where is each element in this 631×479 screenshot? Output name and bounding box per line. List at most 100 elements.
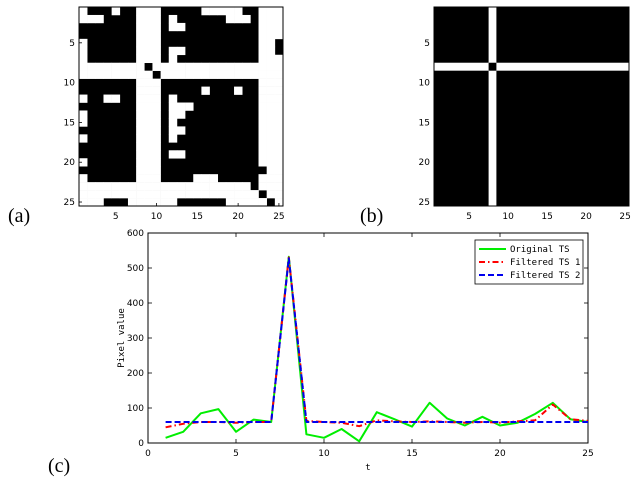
matrix-a-cell [111, 190, 121, 199]
matrix-a-cell [274, 126, 284, 135]
matrix-a-cell [144, 70, 153, 79]
matrix-a-cell [258, 78, 267, 87]
matrix-a-cell [242, 190, 251, 199]
matrix-a-cell [274, 22, 284, 32]
matrix-b-ticks: 5 10 15 20 25 5 10 15 20 25 [419, 39, 631, 222]
matrix-b-ytick-label: 5 [424, 39, 430, 49]
matrix-a-cell [266, 166, 276, 175]
matrix-a-xtick-label: 15 [192, 212, 203, 222]
matrix-a-cell [274, 62, 284, 71]
matrix-a-cell [103, 62, 112, 71]
matrix-a-cell [152, 118, 161, 127]
matrix-a-cell [152, 102, 161, 111]
matrix-a-cell [201, 70, 210, 79]
matrix-a-cell [111, 70, 121, 79]
matrix-a-cell [168, 46, 178, 56]
y-axis-label: Pixel value [117, 308, 127, 368]
matrix-a-cell [152, 142, 161, 151]
matrix-a-cell [274, 134, 284, 143]
matrix-a-cell [266, 94, 276, 103]
matrix-b-cells [434, 7, 629, 206]
matrix-a-cell [250, 62, 259, 71]
matrix-a-cell [234, 190, 243, 199]
matrix-a-cell [176, 62, 186, 71]
matrix-a-cell [258, 118, 267, 127]
matrix-a-cell [258, 158, 267, 167]
matrix-a-cell [152, 94, 161, 103]
matrix-a-cell [144, 22, 153, 32]
matrix-a-cell [274, 54, 284, 64]
matrix-a-cell [274, 182, 284, 191]
matrix-a-cell [242, 62, 251, 71]
matrix-a-cell [144, 86, 153, 95]
matrix-a-cell [274, 7, 284, 16]
matrix-a-cell [160, 70, 170, 79]
matrix-a-cell [168, 110, 178, 119]
matrix-a-cell [144, 46, 153, 56]
matrix-a-cell [274, 142, 284, 151]
matrix-a-cell [242, 182, 251, 191]
matrix-a-cell [176, 182, 186, 191]
matrix-a-cell [266, 142, 276, 151]
matrix-a-cell [144, 198, 153, 207]
matrix-a-cell [242, 70, 251, 79]
matrix-a-cell [144, 7, 153, 16]
matrix-a-cell [103, 190, 112, 199]
matrix-a-xtick-label: 25 [273, 212, 284, 222]
matrix-a-cell [242, 198, 251, 207]
matrix-a-cell [168, 190, 178, 199]
legend-label: Filtered TS 2 [510, 271, 580, 281]
matrix-a-cell [266, 54, 276, 64]
matrix-a-cell [274, 86, 284, 95]
matrix-a-cell [266, 7, 276, 16]
matrix-a-cell [209, 182, 219, 191]
matrix-a-cell [185, 102, 194, 111]
matrix-a-cell [258, 62, 267, 71]
matrix-a-cell [127, 198, 137, 207]
matrix-a-cell [87, 198, 96, 207]
matrix-a-cell [87, 182, 96, 191]
panel-b-label: (b) [360, 205, 383, 227]
matrix-a-cell [168, 54, 178, 64]
matrix-a-cell [201, 62, 210, 71]
matrix-a-cell [136, 62, 145, 71]
matrix-a-cell [201, 86, 210, 95]
matrix-a-ytick-label: 20 [64, 158, 76, 168]
matrix-a-cell [144, 134, 153, 143]
matrix-a-cell [225, 62, 235, 71]
matrix-a-cell [266, 14, 276, 24]
matrix-a-cell [209, 174, 219, 183]
matrix-a-cell [274, 70, 284, 79]
matrix-a-cell [258, 70, 267, 79]
matrix-a-cell [136, 174, 145, 183]
legend-label: Filtered TS 1 [510, 258, 580, 268]
matrix-a-cell [144, 118, 153, 127]
matrix-a-cell [225, 198, 235, 207]
matrix-a-cell [79, 54, 88, 64]
matrix-a-xtick-label: 20 [232, 212, 244, 222]
matrix-a-cell [136, 110, 145, 119]
matrix-a-cell [144, 102, 153, 111]
matrix-a-cell [144, 182, 153, 191]
y-tick-label: 100 [127, 404, 144, 414]
x-tick-label: 5 [233, 449, 239, 459]
matrix-a-cell [136, 158, 145, 167]
matrix-a-cell [152, 158, 161, 167]
matrix-a-cell [152, 38, 161, 48]
matrix-a-cell [103, 70, 112, 79]
panel-b: 5 10 15 20 25 5 10 15 20 25 (b) [360, 6, 631, 227]
matrix-a-cell [103, 94, 112, 103]
matrix-a-cell [266, 150, 276, 159]
panel-a: 5 10 15 20 25 5 10 15 20 25 (a) [8, 6, 285, 227]
panel-c: 0 5 10 15 20 25 0 100 200 300 400 500 600 t Pixel va… [48, 229, 594, 477]
matrix-a-cell [266, 134, 276, 143]
matrix-a-cell [225, 14, 235, 24]
matrix-a-cell [127, 190, 137, 199]
matrix-a-cell [136, 142, 145, 151]
matrix-a-cell [87, 190, 96, 199]
matrix-a-cell [176, 126, 186, 135]
matrix-a-cell [258, 7, 267, 16]
matrix-a-cell [136, 102, 145, 111]
matrix-a-cell [266, 86, 276, 95]
matrix-a-cell [136, 14, 145, 24]
